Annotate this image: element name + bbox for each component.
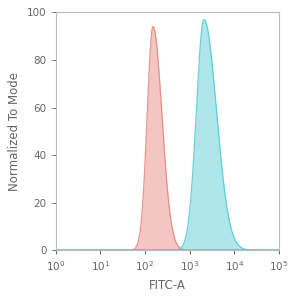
Y-axis label: Normalized To Mode: Normalized To Mode [8, 72, 21, 191]
X-axis label: FITC-A: FITC-A [149, 279, 186, 292]
